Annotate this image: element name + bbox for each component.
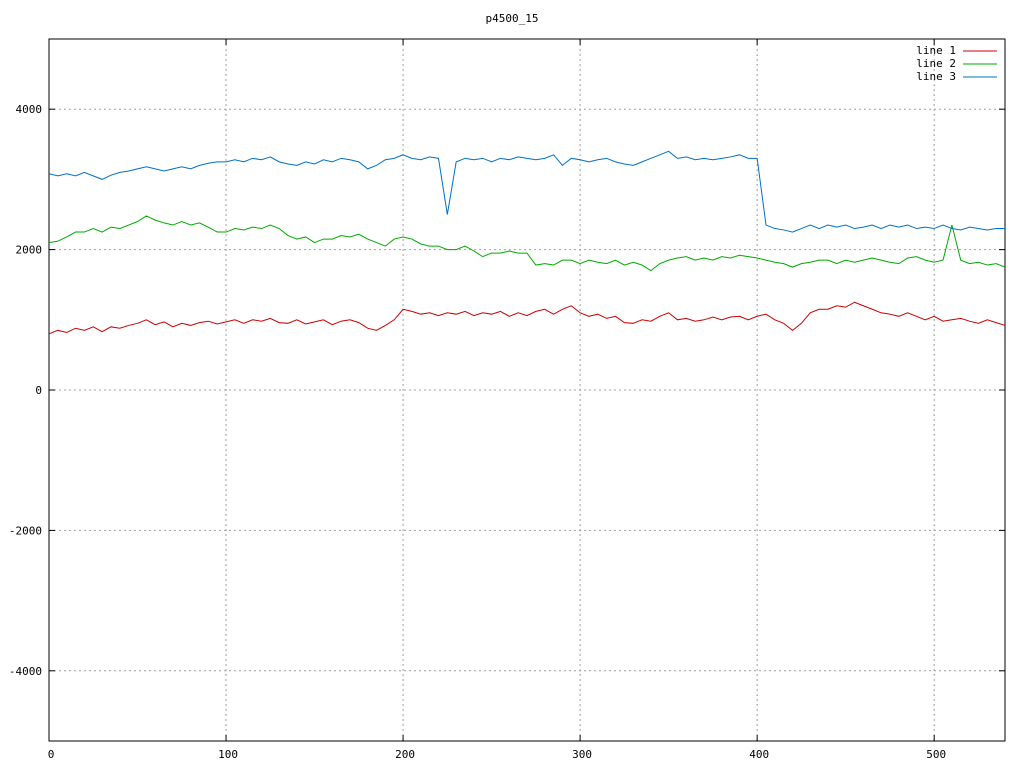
chart-title: p4500_15 — [486, 12, 539, 25]
x-tick-label: 400 — [749, 748, 769, 761]
y-tick-label: 4000 — [16, 103, 43, 116]
legend-label: line 2 — [916, 57, 956, 70]
y-tick-label: -2000 — [9, 524, 42, 537]
data-line — [48, 215, 1006, 272]
x-tick-label: 100 — [218, 748, 238, 761]
y-tick-label: -4000 — [9, 665, 42, 678]
data-line — [48, 301, 1006, 335]
x-tick-label: 200 — [395, 748, 415, 761]
x-tick-label: 0 — [48, 748, 55, 761]
x-tick-label: 300 — [572, 748, 592, 761]
data-line — [48, 150, 1005, 233]
plot-border — [48, 38, 1006, 742]
legend-label: line 3 — [916, 70, 956, 83]
legend-label: line 1 — [916, 44, 956, 57]
x-tick-label: 500 — [926, 748, 946, 761]
y-tick-label: 2000 — [16, 244, 43, 257]
y-tick-label: 0 — [35, 384, 42, 397]
